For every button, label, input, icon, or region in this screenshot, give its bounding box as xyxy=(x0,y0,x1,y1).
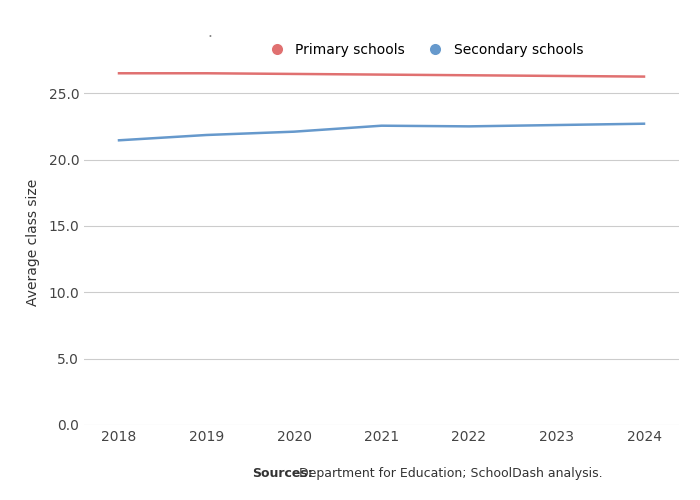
Text: Sources:: Sources: xyxy=(252,467,313,480)
Text: .: . xyxy=(208,25,212,40)
Y-axis label: Average class size: Average class size xyxy=(26,179,40,306)
Text: Department for Education; SchoolDash analysis.: Department for Education; SchoolDash ana… xyxy=(295,467,603,480)
Legend: Primary schools, Secondary schools: Primary schools, Secondary schools xyxy=(258,38,589,63)
